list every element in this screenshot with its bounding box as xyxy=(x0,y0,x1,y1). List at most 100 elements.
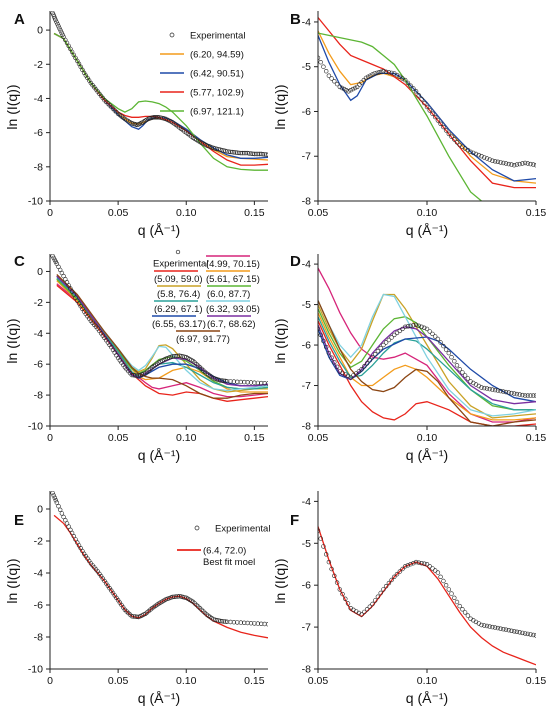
experimental-point xyxy=(517,161,522,167)
experimental-point xyxy=(397,569,402,574)
experimental-point xyxy=(528,161,533,167)
legend: Experimental (6.20, 94.59) (6.42, 90.51) (5… xyxy=(160,31,245,118)
plot-area xyxy=(318,526,536,666)
series-line xyxy=(318,308,536,411)
experimental-point xyxy=(370,72,375,77)
experimental-point xyxy=(511,629,517,634)
experimental-point xyxy=(416,93,421,98)
experimental-point xyxy=(490,158,495,163)
experimental-point xyxy=(405,563,411,568)
experimental-point xyxy=(457,603,462,609)
panel-letter: A xyxy=(14,11,25,28)
experimental-point xyxy=(248,620,254,626)
experimental-point xyxy=(365,74,371,80)
experimental-point xyxy=(321,64,326,69)
series-line xyxy=(318,17,536,189)
experimental-point xyxy=(449,134,454,139)
experimental-point xyxy=(405,80,411,86)
experimental-point xyxy=(435,570,441,575)
panel-letter: F xyxy=(290,512,299,529)
experimental-point xyxy=(131,614,136,619)
experimental-point xyxy=(424,561,430,567)
experimental-point xyxy=(509,628,514,633)
experimental-point xyxy=(435,336,441,342)
experimental-point xyxy=(359,80,364,85)
y-tick-label: -6 xyxy=(302,106,311,118)
experimental-point xyxy=(340,591,345,597)
legend-label: (6.29, 67.1) xyxy=(154,304,203,315)
y-tick-label: -4 xyxy=(34,568,43,580)
y-tick-label: -4 xyxy=(302,259,311,271)
y-tick-label: -8 xyxy=(302,421,311,433)
experimental-point xyxy=(265,152,268,158)
series-line xyxy=(318,293,536,417)
experimental-point xyxy=(343,596,348,601)
experimental-point xyxy=(419,560,424,566)
experimental-point xyxy=(255,151,260,157)
y-tick-label: -6 xyxy=(34,359,43,371)
experimental-point xyxy=(334,364,340,369)
experimental-point xyxy=(498,388,503,394)
experimental-point xyxy=(454,599,460,605)
experimental-point xyxy=(318,536,323,541)
plot-area xyxy=(50,491,268,639)
experimental-point xyxy=(133,373,138,378)
experimental-point xyxy=(59,511,65,516)
experimental-point xyxy=(352,85,358,91)
experimental-point xyxy=(405,324,411,329)
experimental-point xyxy=(452,359,457,364)
y-tick-label: -2 xyxy=(34,536,43,548)
experimental-point xyxy=(433,334,438,339)
experimental-point xyxy=(326,559,332,565)
series-line xyxy=(56,284,268,402)
experimental-point xyxy=(408,561,413,567)
x-tick-label: 0.05 xyxy=(108,207,129,219)
experimental-point xyxy=(422,561,427,566)
experimental-point xyxy=(54,500,59,505)
experimental-point xyxy=(242,150,247,156)
experimental-point xyxy=(356,369,362,374)
y-tick-label: 0 xyxy=(37,266,43,278)
x-tick-label: 0.15 xyxy=(244,432,265,444)
plot-area xyxy=(50,11,268,171)
experimental-point xyxy=(329,76,334,81)
experimental-point xyxy=(471,150,476,156)
panel-f: F 0.05 0.10 0.15 -4 -5 -6 -7 -8 q (Å⁻¹) ln (I(q)) xyxy=(272,491,546,706)
y-axis-label: ln (I(q)) xyxy=(4,84,20,129)
experimental-point xyxy=(498,626,503,631)
x-tick-label: 0.10 xyxy=(176,432,197,444)
experimental-point xyxy=(55,21,60,27)
experimental-point xyxy=(441,578,446,584)
experimental-point xyxy=(154,115,159,120)
experimental-point xyxy=(228,619,233,625)
experimental-point xyxy=(346,89,351,94)
experimental-point xyxy=(376,70,382,75)
experimental-point xyxy=(495,159,501,165)
legend-label: (5.61, 67.15) xyxy=(206,274,260,285)
experimental-point xyxy=(446,131,451,137)
series-line xyxy=(318,526,536,666)
y-tick-label: -8 xyxy=(34,161,43,173)
y-axis-label: ln (I(q)) xyxy=(272,84,288,129)
experimental-point xyxy=(53,17,58,22)
x-tick-label: 0 xyxy=(47,207,53,219)
experimental-point xyxy=(430,566,435,571)
experimental-point xyxy=(134,614,140,619)
experimental-point xyxy=(129,613,135,619)
experimental-point xyxy=(252,151,257,157)
legend-label-experimental: Experimental xyxy=(153,259,208,270)
experimental-point xyxy=(468,149,473,155)
experimental-point xyxy=(462,610,468,615)
experimental-point xyxy=(460,607,465,612)
y-tick-label: -10 xyxy=(28,421,43,433)
experimental-point xyxy=(228,379,233,384)
experimental-point xyxy=(381,342,386,348)
experimental-point xyxy=(386,337,392,343)
experimental-point xyxy=(422,100,427,106)
x-tick-label: 0.05 xyxy=(308,675,329,687)
experimental-point xyxy=(255,380,260,386)
experimental-point xyxy=(378,345,383,351)
x-tick-label: 0 xyxy=(47,675,53,687)
experimental-point xyxy=(476,152,481,158)
